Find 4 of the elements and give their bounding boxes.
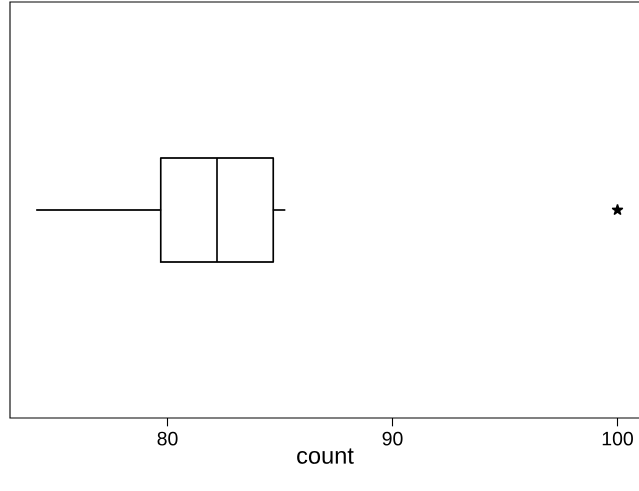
x-axis-title: count xyxy=(297,448,354,464)
x-tick-label: 90 xyxy=(382,432,403,446)
x-tick-label: 100 xyxy=(602,432,633,446)
x-tick-label: 80 xyxy=(158,432,178,446)
